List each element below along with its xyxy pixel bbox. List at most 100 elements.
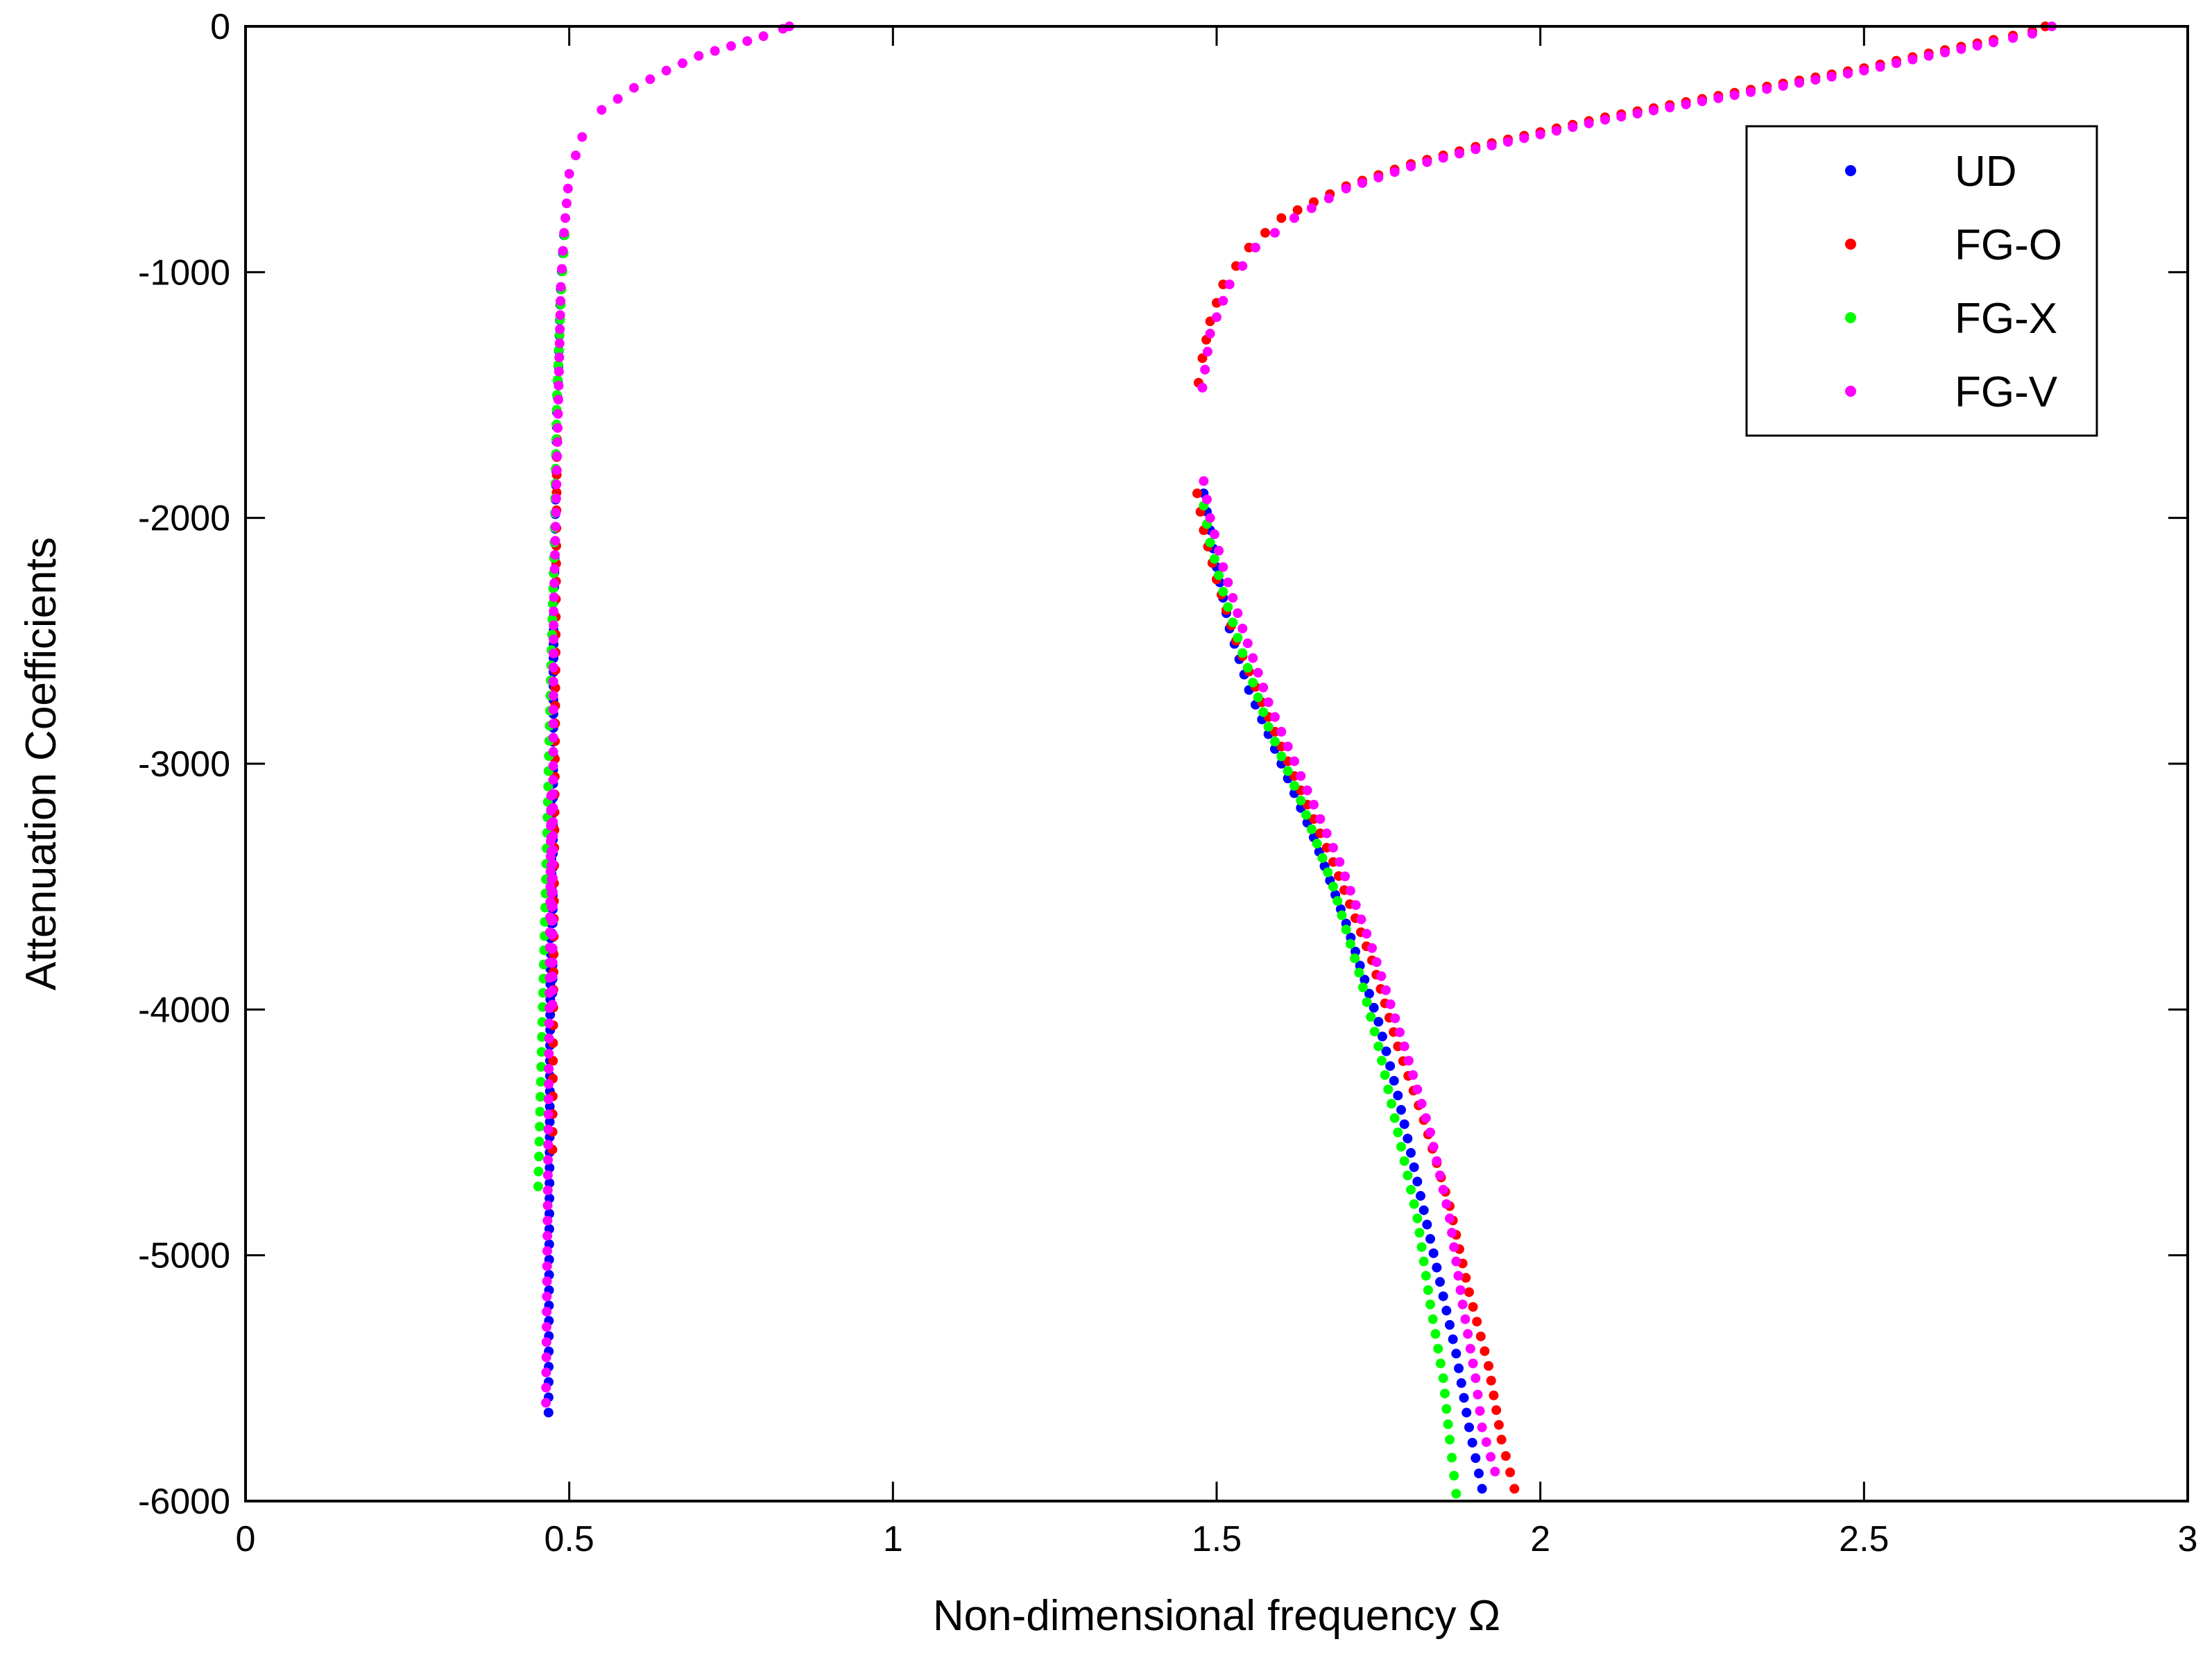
point-FG-V-2-11 (1457, 1299, 1468, 1310)
point-FG-V-1-1-2 (1218, 295, 1228, 306)
point-FG-V-2-5-1 (1302, 785, 1312, 796)
point-FG-X-1-11-3 (1433, 1344, 1443, 1354)
point-UD-1-12-2 (1456, 1378, 1466, 1388)
point-FG-V-0-9 (629, 83, 639, 93)
point-FG-V-0-6-1 (571, 151, 581, 161)
point-FG-V-2-8-3 (1412, 1084, 1423, 1095)
point-FG-V-0-3-12 (552, 437, 563, 447)
point-FG-V-0-0-13 (542, 1200, 553, 1210)
point-FG-O-0-0-5 (548, 1056, 558, 1066)
point-FG-V-0-0-18 (543, 1124, 554, 1135)
point-FG-X-1-4-4 (1289, 780, 1299, 791)
point-FG-V-0-2-11 (548, 845, 558, 855)
point-FG-O-2-12-3 (1491, 1405, 1502, 1415)
point-FG-V-0-0-17 (543, 1140, 554, 1150)
point-FG-V-0-8-1 (612, 94, 623, 104)
point-FG-V-2-10-4 (1453, 1271, 1464, 1281)
point-FG-X-1-2-3 (1233, 633, 1243, 643)
point-FG-X-1-13-2 (1449, 1471, 1459, 1481)
point-UD-1-10 (1412, 1176, 1423, 1187)
point-UD-1-13-2 (1471, 1453, 1481, 1463)
point-FG-V-2-4-2 (1276, 726, 1287, 737)
point-FG-O-2-13-2 (1505, 1467, 1516, 1477)
legend-marker-FG-V (1845, 386, 1856, 397)
point-FG-X-1-6-1 (1332, 896, 1343, 906)
point-FG-V-1-13-3 (1907, 54, 1918, 65)
point-UD-1-7-4 (1360, 975, 1370, 985)
point-FG-V-0-2-1 (547, 985, 558, 995)
point-FG-V-1-12-1 (1810, 75, 1821, 85)
point-FG-X-1-4 (1263, 721, 1274, 732)
point-FG-V-0-2-9 (548, 873, 558, 884)
point-UD-1-11-3 (1441, 1305, 1452, 1316)
point-FG-V-2-7-1 (1371, 957, 1382, 967)
point-FG-V-1-5-1 (1357, 178, 1367, 188)
point-FG-V-0-12 (726, 41, 736, 51)
point-UD-1-8-2 (1381, 1046, 1391, 1056)
point-FG-O-1-5-1 (1292, 205, 1303, 215)
point-FG-V-0-3-9 (551, 479, 562, 490)
point-FG-V-0-2-21 (548, 705, 558, 715)
point-UD-1-8 (1373, 1017, 1384, 1027)
point-FG-V-2-9-1 (1428, 1142, 1439, 1152)
point-FG-V-0-0 (541, 1398, 551, 1408)
point-FG-V-2-12 (1471, 1373, 1481, 1383)
point-FG-X-1-6 (1328, 882, 1338, 892)
point-FG-V-0-2-27 (549, 620, 559, 631)
point-FG-X-1-1-2 (1214, 570, 1224, 581)
point-FG-V-2-0-1 (1202, 495, 1212, 505)
point-FG-V-1-0-2 (1202, 346, 1212, 357)
point-FG-V-2-8-1 (1403, 1056, 1414, 1066)
y-tick-label: -2000 (138, 499, 230, 539)
point-FG-V-1-9-1 (1616, 112, 1627, 122)
point-FG-X-0-0-4 (535, 1122, 545, 1132)
point-FG-V-2-9-5 (1441, 1199, 1452, 1209)
point-FG-V-1-6-2 (1438, 153, 1448, 163)
point-FG-V-2-5-5 (1328, 843, 1338, 853)
point-FG-X-1-10-4 (1421, 1271, 1431, 1281)
point-FG-V-0-11-1 (710, 46, 720, 56)
point-FG-V-0-2-25 (549, 649, 559, 659)
point-FG-X-1-14 (1451, 1489, 1461, 1499)
point-FG-V-1-4-2 (1323, 194, 1334, 204)
point-FG-V-0-3-1 (549, 592, 559, 602)
point-FG-V-2-14 (1490, 1466, 1500, 1477)
x-tick-label: 2.5 (1839, 1519, 1889, 1559)
point-FG-V-0-4-2 (558, 246, 568, 256)
point-FG-V-0-3-8 (551, 493, 561, 504)
point-UD-1-11-2 (1438, 1291, 1448, 1301)
point-FG-X-1-11-4 (1435, 1358, 1446, 1369)
point-FG-V-1-2-1 (1237, 261, 1248, 271)
point-FG-V-1-8-2 (1568, 122, 1578, 132)
point-FG-V-0-2-5 (547, 929, 558, 940)
point-FG-V-1-12 (1794, 78, 1804, 88)
point-FG-V-2-8-2 (1408, 1070, 1418, 1080)
point-UD-1-9-5 (1409, 1162, 1419, 1172)
point-FG-V-1-14-2 (1956, 44, 1966, 54)
point-FG-X-1-10-1 (1414, 1228, 1425, 1238)
point-FG-V-0-3 (549, 606, 559, 617)
point-FG-X-1-11-1 (1427, 1314, 1438, 1324)
point-FG-V-0-3-11 (552, 451, 563, 461)
point-UD-1-7-5 (1364, 988, 1374, 999)
point-FG-V-1-14-3 (1972, 40, 1982, 51)
point-FG-V-0-5-2 (561, 198, 572, 209)
axis-ticks (244, 25, 2189, 1502)
point-FG-V-2-4 (1263, 697, 1274, 708)
point-FG-O-2-14 (1509, 1484, 1520, 1494)
point-FG-O-2-12 (1484, 1361, 1493, 1371)
point-FG-V-1-11-3 (1778, 80, 1788, 91)
point-FG-X-1-7-2 (1362, 997, 1372, 1007)
point-FG-V-0-0-25 (544, 1018, 554, 1029)
point-UD-1-9-2 (1399, 1119, 1409, 1129)
point-FG-V-2-1-1 (1209, 529, 1219, 540)
point-FG-V-2-3-1 (1242, 638, 1253, 649)
point-FG-V-0-10-1 (678, 58, 687, 69)
point-FG-V-0-0-15 (542, 1170, 553, 1181)
point-FG-O-2-11-1 (1468, 1302, 1478, 1312)
point-FG-X-0-0-6 (535, 1092, 546, 1102)
point-FG-V-1-6-3 (1455, 148, 1464, 159)
point-FG-V-1-8-3 (1584, 118, 1594, 128)
point-FG-X-1-10-2 (1416, 1242, 1427, 1252)
point-FG-V-2-6 (1335, 857, 1345, 867)
